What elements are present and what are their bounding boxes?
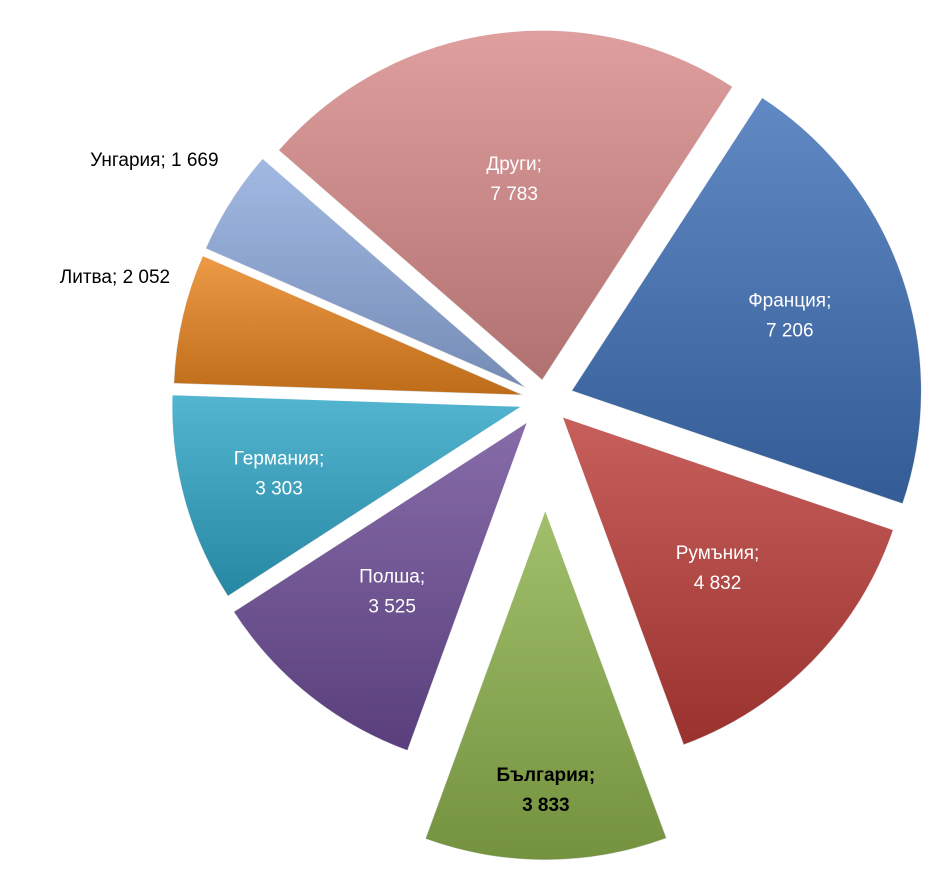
label-separator: ; xyxy=(589,765,595,786)
slice-shade xyxy=(233,421,528,751)
data-label: Полша; 3 525 xyxy=(359,566,425,617)
slice-shade xyxy=(205,158,527,389)
data-label: Литва; 2 052 xyxy=(60,267,170,288)
slice-shade xyxy=(425,509,667,860)
slice-shade xyxy=(571,97,922,504)
label-separator: ; xyxy=(319,449,324,470)
category-name: Унгария xyxy=(90,150,160,171)
slice-shade xyxy=(278,30,733,381)
label-separator: ; xyxy=(537,154,542,175)
data-label: Германия; 3 303 xyxy=(234,449,324,500)
category-name: Други xyxy=(486,154,536,175)
category-name: Литва xyxy=(60,267,113,288)
value-label: 3 833 xyxy=(522,795,570,816)
slice-shade xyxy=(562,416,894,746)
value-label: 7 783 xyxy=(490,184,538,205)
label-separator: ; xyxy=(826,290,831,311)
value-label: 3 525 xyxy=(368,596,416,617)
data-label: Други; 7 783 xyxy=(486,154,542,205)
slice-shade xyxy=(173,255,524,396)
data-label: Франция; 7 206 xyxy=(748,290,831,341)
value-label: 2 052 xyxy=(123,267,171,288)
slice-shade xyxy=(171,394,522,597)
label-separator: ; xyxy=(754,543,759,564)
category-name: Германия xyxy=(234,449,319,470)
category-name: Полша xyxy=(359,566,420,587)
label-separator: ; xyxy=(420,566,425,587)
data-label: Унгария; 1 669 xyxy=(90,150,218,171)
value-label: 7 206 xyxy=(766,320,814,341)
data-label: Румъния; 4 832 xyxy=(676,543,760,594)
data-label: България; 3 833 xyxy=(496,765,595,816)
category-name: България xyxy=(496,765,588,786)
value-label: 1 669 xyxy=(171,150,219,171)
value-label: 3 303 xyxy=(255,479,303,500)
category-name: Румъния xyxy=(676,543,754,564)
label-separator: ; xyxy=(160,150,165,171)
value-label: 4 832 xyxy=(694,573,742,594)
label-separator: ; xyxy=(112,267,117,288)
category-name: Франция xyxy=(748,290,826,311)
